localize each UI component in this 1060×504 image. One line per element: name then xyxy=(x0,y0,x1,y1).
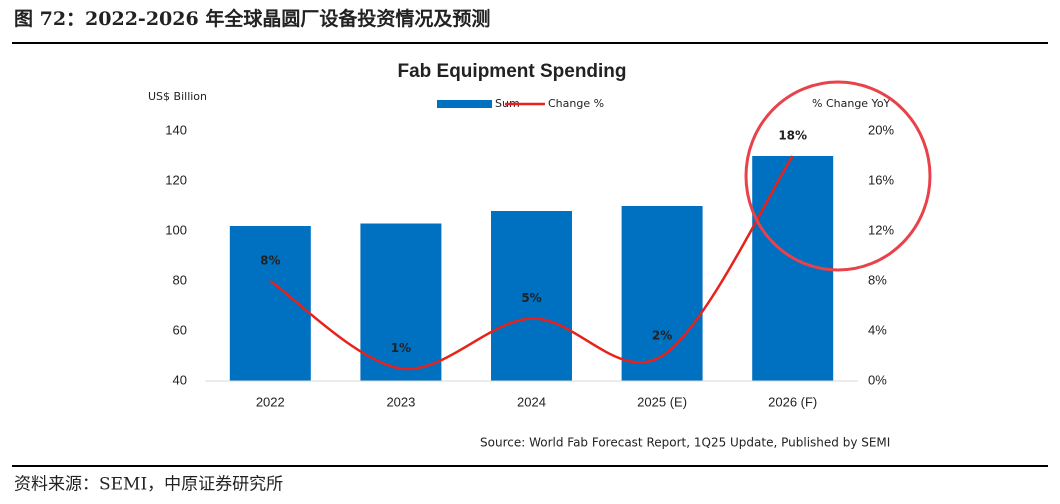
y2-axis-label: % Change YoY xyxy=(812,97,891,110)
y2-tick-label: 0% xyxy=(868,372,887,387)
legend-label: Change % xyxy=(548,97,604,110)
change-line xyxy=(269,155,794,371)
data-label: 1% xyxy=(391,341,411,355)
y-tick-label: 140 xyxy=(165,122,187,137)
bar xyxy=(491,211,572,381)
source-note: Source: World Fab Forecast Report, 1Q25 … xyxy=(480,436,890,450)
highlight-circle xyxy=(744,80,932,272)
y-tick-label: 80 xyxy=(173,272,187,287)
x-tick-label: 2025 (E) xyxy=(637,394,687,409)
bar xyxy=(621,206,703,381)
y-tick-label: 60 xyxy=(173,322,187,337)
y2-tick-label: 20% xyxy=(868,122,894,137)
data-label: 18% xyxy=(778,129,807,143)
y-tick-label: 120 xyxy=(165,172,187,187)
x-tick-label: 2024 xyxy=(517,394,546,409)
x-tick-label: 2022 xyxy=(256,394,285,409)
footer-source: 资料来源：SEMI，中原证券研究所 xyxy=(14,475,283,495)
y-axis-label: US$ Billion xyxy=(148,90,207,103)
y2-tick-label: 12% xyxy=(868,222,894,237)
legend-swatch xyxy=(437,100,492,108)
data-label: 8% xyxy=(260,254,280,268)
x-tick-label: 2026 (F) xyxy=(768,394,817,409)
x-tick-label: 2023 xyxy=(386,394,415,409)
figure-title: 图 72：2022-2026 年全球晶圆厂设备投资情况及预测 xyxy=(14,7,490,30)
chart-title: Fab Equipment Spending xyxy=(397,61,626,82)
y2-tick-label: 8% xyxy=(868,272,887,287)
data-label: 2% xyxy=(652,329,672,343)
y-tick-label: 100 xyxy=(165,222,187,237)
bar xyxy=(360,223,442,381)
y2-tick-label: 16% xyxy=(868,172,894,187)
y-tick-label: 40 xyxy=(173,372,187,387)
y2-tick-label: 4% xyxy=(868,322,887,337)
data-label: 5% xyxy=(521,291,541,305)
